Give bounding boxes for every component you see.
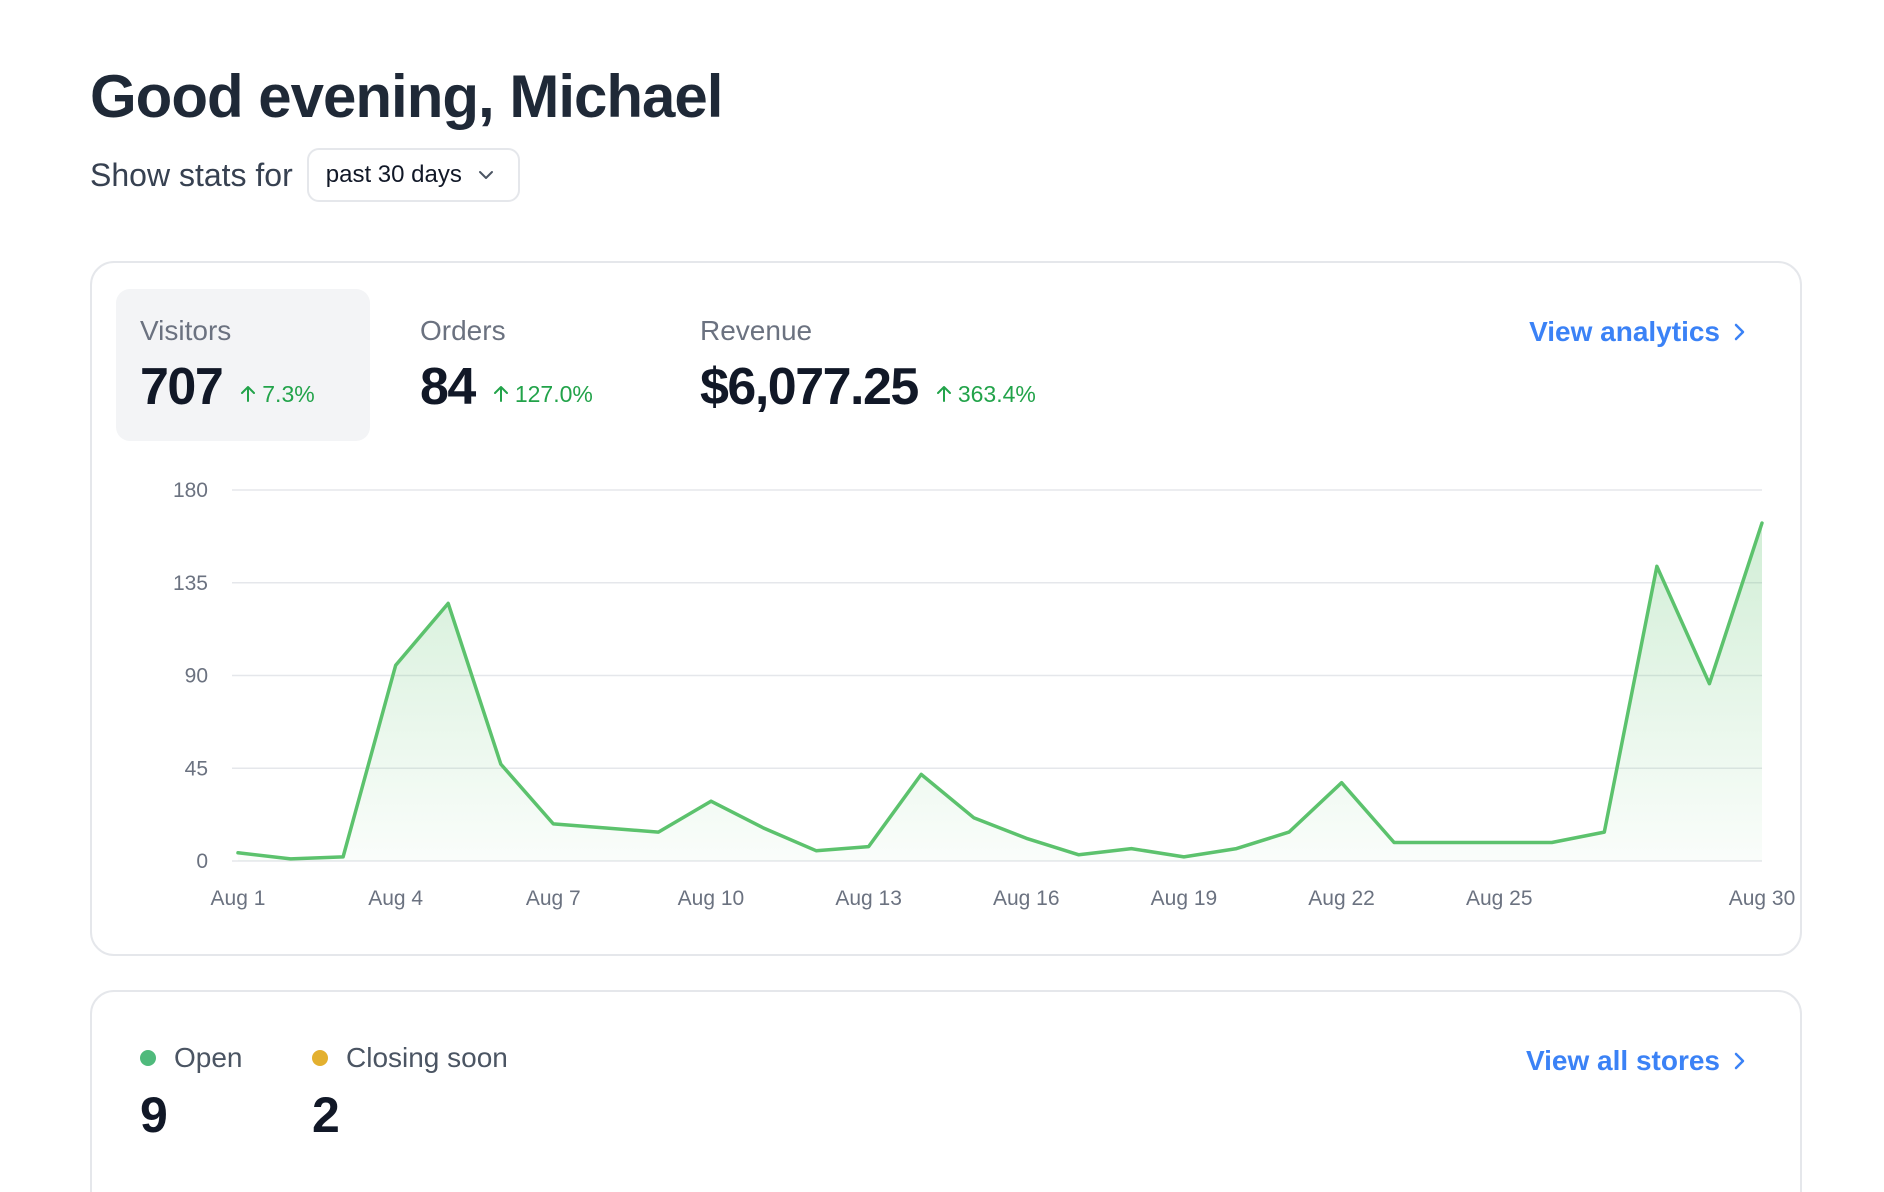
store-open-label: Open xyxy=(174,1042,243,1073)
x-axis-labels: Aug 1 Aug 4 Aug 7 Aug 10 Aug 13 Aug 16 Aug 19 A… xyxy=(211,887,1796,910)
y-axis-labels: 0 45 90 135 180 xyxy=(173,479,208,873)
x-tick-label: Aug 30 xyxy=(1729,887,1796,910)
analytics-card: Visitors 707 7.3% Orders 84 1 xyxy=(90,261,1802,956)
metric-label: Revenue xyxy=(700,315,813,346)
store-stat-open: Open 9 xyxy=(140,1042,243,1144)
visitors-area xyxy=(238,523,1762,861)
open-status-dot xyxy=(140,1050,156,1066)
view-all-stores-link[interactable]: View all stores xyxy=(1526,1045,1750,1077)
y-tick-label: 0 xyxy=(196,850,208,873)
metric-value: 707 xyxy=(140,358,224,416)
metric-tab-revenue[interactable]: Revenue $6,077.25 363.4% xyxy=(676,289,1096,441)
metric-label: Visitors xyxy=(140,315,232,346)
metric-label: Orders xyxy=(420,315,506,346)
metric-change-value: 7.3% xyxy=(262,380,315,407)
metric-change-value: 127.0% xyxy=(514,380,593,407)
store-closing-count: 2 xyxy=(312,1087,340,1143)
store-closing-label-row: Closing soon xyxy=(312,1042,508,1074)
metric-tab-visitors[interactable]: Visitors 707 7.3% xyxy=(116,289,370,441)
x-tick-label: Aug 19 xyxy=(1151,887,1218,910)
metric-value: $6,077.25 xyxy=(700,358,919,416)
metric-value: 84 xyxy=(420,358,476,416)
arrow-up-icon xyxy=(241,386,256,402)
metric-change: 7.3% xyxy=(238,380,315,408)
view-all-stores-label: View all stores xyxy=(1525,1045,1720,1076)
y-tick-label: 45 xyxy=(185,757,208,780)
metric-change: 363.4% xyxy=(934,381,1036,408)
x-tick-label: Aug 1 xyxy=(211,887,266,910)
store-stat-closing: Closing soon 2 xyxy=(312,1042,508,1144)
chevron-right-icon xyxy=(1734,323,1745,341)
store-open-label-row: Open xyxy=(140,1042,243,1074)
stores-card: Open 9 Closing soon 2 View all stores xyxy=(90,990,1802,1192)
x-tick-label: Aug 25 xyxy=(1466,887,1533,910)
y-tick-label: 180 xyxy=(173,479,208,502)
arrow-up-icon xyxy=(936,386,951,402)
arrow-up-icon xyxy=(493,386,508,402)
x-tick-label: Aug 16 xyxy=(993,887,1060,910)
stats-filter-row: Show stats for past 30 days xyxy=(90,148,520,202)
store-closing-label: Closing soon xyxy=(346,1042,508,1073)
view-analytics-label: View analytics xyxy=(1529,316,1720,347)
metric-tab-orders[interactable]: Orders 84 127.0% xyxy=(396,289,650,441)
store-open-count: 9 xyxy=(140,1087,168,1143)
stats-filter-label: Show stats for xyxy=(90,156,293,193)
chevron-down-icon xyxy=(478,171,493,179)
x-tick-label: Aug 10 xyxy=(678,887,745,910)
chevron-right-icon xyxy=(1734,1052,1745,1070)
metric-change-value: 363.4% xyxy=(957,380,1036,407)
x-tick-label: Aug 4 xyxy=(368,887,423,910)
visitors-line xyxy=(236,521,1764,861)
period-select-value: past 30 days xyxy=(325,161,462,188)
page-title: Good evening, Michael xyxy=(90,63,723,130)
period-select[interactable]: past 30 days xyxy=(306,148,520,202)
y-tick-label: 90 xyxy=(185,665,208,688)
y-tick-label: 135 xyxy=(173,572,208,595)
x-tick-label: Aug 13 xyxy=(835,887,902,910)
x-tick-label: Aug 22 xyxy=(1308,887,1375,910)
metric-change: 127.0% xyxy=(491,381,593,408)
x-tick-label: Aug 7 xyxy=(526,887,581,910)
view-analytics-link[interactable]: View analytics xyxy=(1529,316,1750,348)
closing-status-dot xyxy=(312,1050,328,1066)
